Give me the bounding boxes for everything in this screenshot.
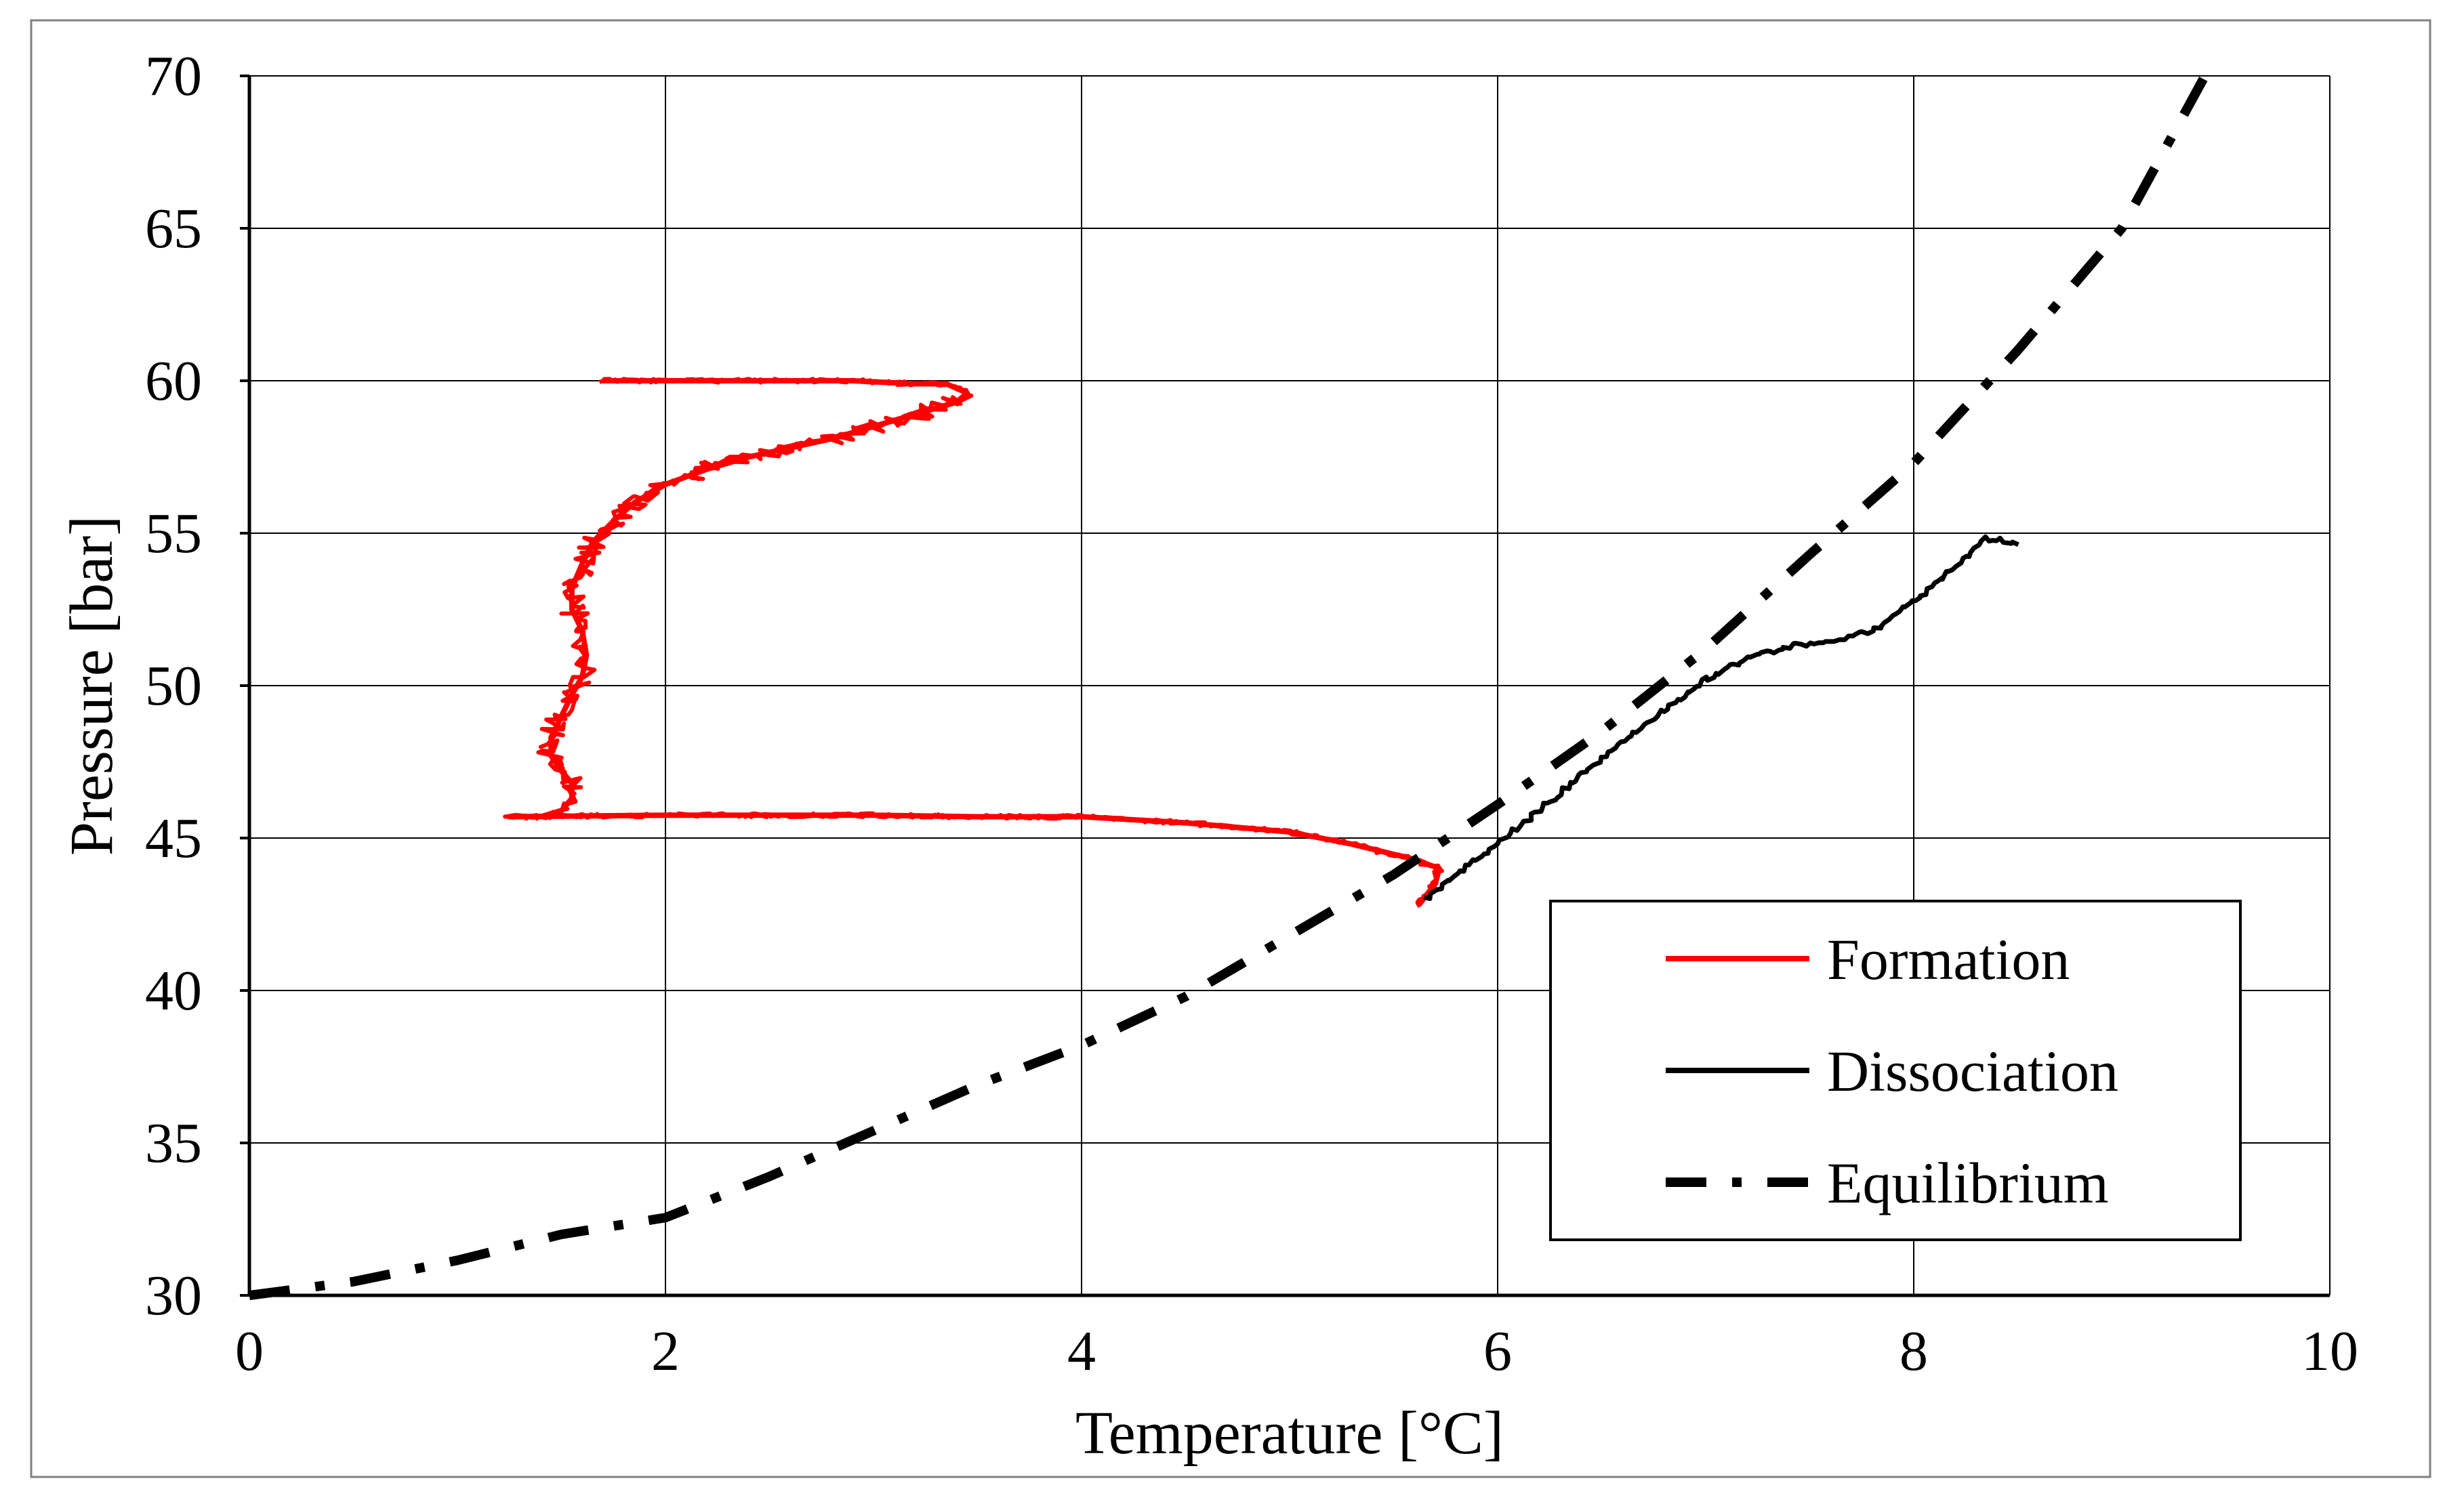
series-layer: [249, 73, 2209, 1300]
y-tick-label: 50: [145, 654, 202, 717]
x-tick-label: 10: [2301, 1320, 2358, 1383]
series-line-formation: [506, 378, 1443, 907]
y-tick-label: 40: [145, 959, 202, 1022]
x-tick-label: 8: [1900, 1320, 1928, 1383]
axes: [240, 75, 2330, 1297]
y-tick-label: 65: [145, 197, 202, 260]
y-tick-label: 30: [145, 1264, 202, 1327]
y-tick-labels: 30 35 40 45 50 55 60 65 70: [145, 45, 202, 1327]
series-line-dissociation: [1423, 534, 2019, 901]
legend-box: [1549, 900, 2242, 1241]
x-tick-label: 6: [1483, 1320, 1512, 1383]
x-axis-title: Temperature [°C]: [1075, 1400, 1504, 1467]
y-tick-label: 60: [145, 350, 202, 413]
x-tick-label: 2: [651, 1320, 680, 1383]
x-tick-label: 4: [1067, 1320, 1096, 1383]
legend-label-equilibrium: Equilibrium: [1827, 1150, 2109, 1215]
grid: [249, 75, 2330, 1296]
legend-label-formation: Formation: [1827, 927, 2070, 992]
series-line-equilibrium: [249, 73, 2209, 1300]
chart-border: [30, 19, 2431, 1478]
y-axis-title: Pressure [bar]: [58, 516, 125, 856]
y-tick-label: 35: [145, 1112, 202, 1175]
x-tick-labels: 0 2 4 6 8 10: [235, 1320, 2358, 1383]
legend-label-dissociation: Dissociation: [1827, 1039, 2118, 1104]
y-tick-label: 55: [145, 502, 202, 565]
y-tick-label: 70: [145, 45, 202, 108]
legend: Formation Dissociation Equilibrium: [1549, 900, 2242, 1241]
series-noise-formation: [503, 377, 1444, 908]
x-tick-label: 0: [235, 1320, 264, 1383]
y-tick-label: 45: [145, 807, 202, 870]
